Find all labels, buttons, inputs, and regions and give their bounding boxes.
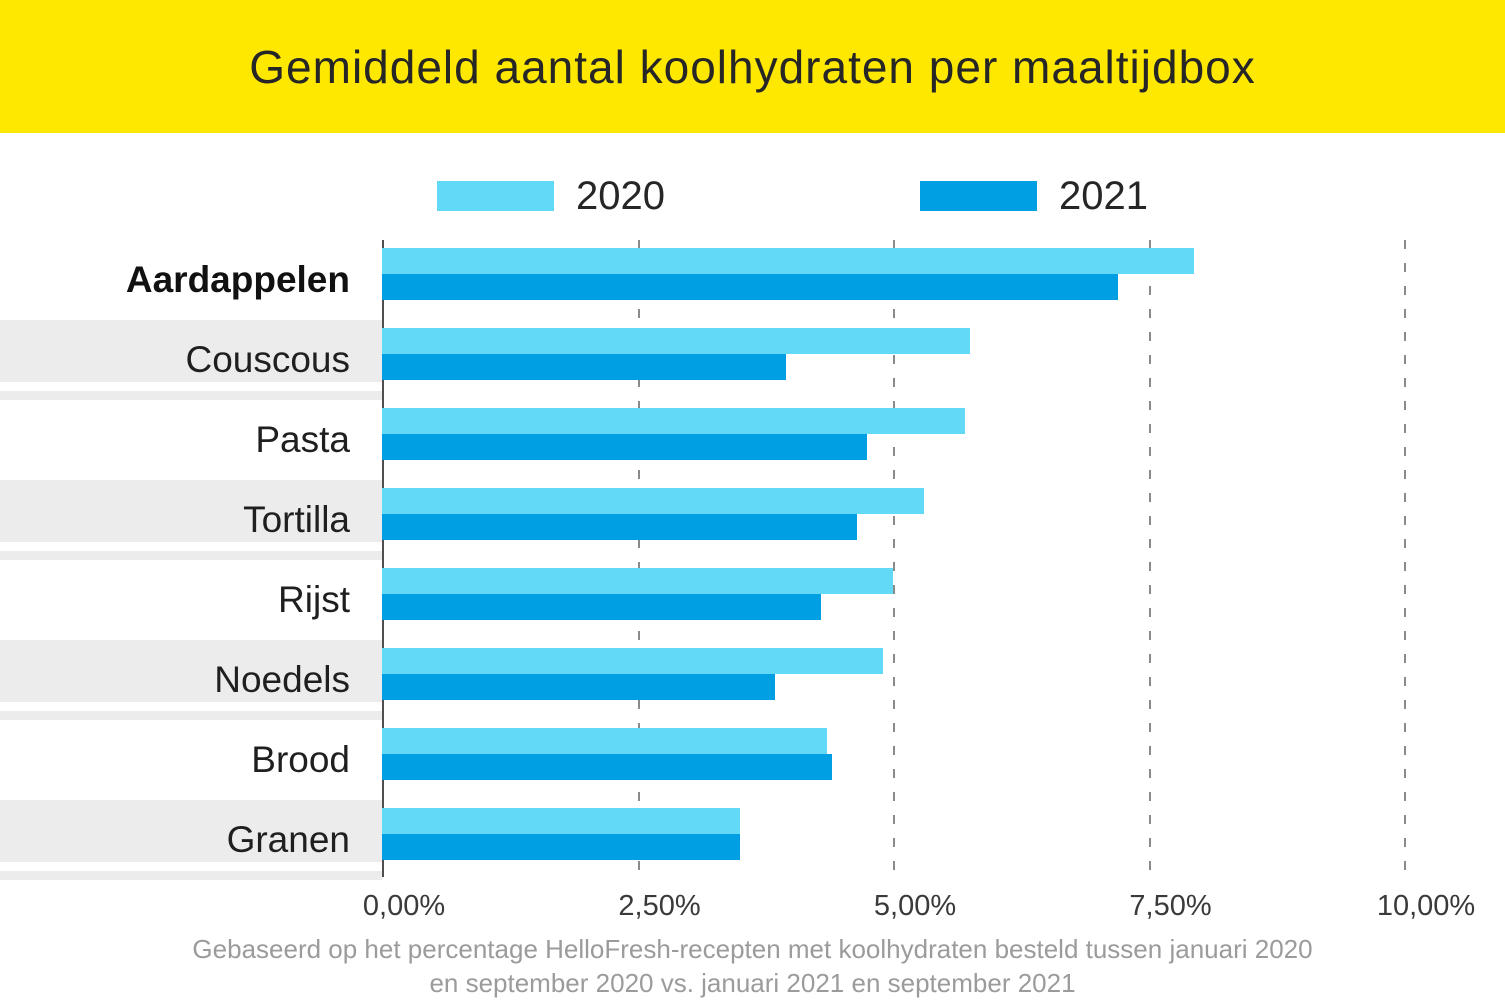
- gridline-5: [893, 240, 895, 884]
- bar-2020-noedels: [382, 648, 883, 674]
- footer-line-1: Gebaseerd op het percentage HelloFresh-r…: [192, 934, 1313, 964]
- footer-line-2: en september 2020 vs. januari 2021 en se…: [429, 968, 1076, 998]
- chart-row-aardappelen: Aardappelen: [0, 240, 1505, 320]
- category-label: Rijst: [278, 579, 350, 620]
- category-label: Aardappelen: [125, 259, 350, 300]
- legend-item-2021: 2021: [920, 174, 1148, 219]
- bar-2020-aardappelen: [382, 248, 1195, 274]
- bar-2020-rijst: [382, 568, 893, 594]
- chart-title: Gemiddeld aantal koolhydraten per maalti…: [249, 40, 1256, 93]
- category-label: Pasta: [255, 419, 350, 460]
- legend-label-2020: 2020: [576, 173, 665, 218]
- plot-area: [382, 320, 1505, 400]
- legend-swatch-2020: [437, 181, 555, 211]
- legend-swatch-2021: [920, 181, 1037, 211]
- chart-row-couscous: Couscous: [0, 320, 1505, 400]
- category-label: Noedels: [0, 640, 382, 720]
- plot-area: [382, 800, 1505, 880]
- gridline-7.5: [1148, 240, 1151, 884]
- category-label: Couscous: [0, 320, 382, 400]
- plot-area: [382, 400, 1505, 480]
- plot-area: [382, 720, 1505, 800]
- chart-row-granen: Granen: [0, 800, 1505, 880]
- legend: 2020 2021: [40, 174, 1505, 218]
- x-tick-label-0: 0,00%: [362, 890, 446, 922]
- x-tick-label-10: 10,00%: [1376, 890, 1476, 922]
- gridline-10: [1404, 240, 1406, 884]
- bar-2020-pasta: [382, 408, 965, 434]
- x-tick-label-5: 5,00%: [873, 890, 957, 922]
- bar-2020-granen: [382, 808, 740, 834]
- bar-2021-pasta: [382, 434, 868, 460]
- plot-area: [382, 640, 1505, 720]
- chart-row-brood: Brood: [0, 720, 1505, 800]
- category-label: Brood: [251, 739, 350, 780]
- footer-note: Gebaseerd op het percentage HelloFresh-r…: [0, 932, 1505, 1000]
- category-label: Granen: [0, 800, 382, 880]
- chart-row-tortilla: Tortilla: [0, 480, 1505, 560]
- plot-area: [382, 560, 1505, 640]
- bar-2021-aardappelen: [382, 274, 1118, 300]
- chart-row-noedels: Noedels: [0, 640, 1505, 720]
- legend-label-2021: 2021: [1059, 173, 1148, 218]
- chart-row-pasta: Pasta: [0, 400, 1505, 480]
- x-tick-label-7.5: 7,50%: [1129, 890, 1212, 922]
- bar-2021-brood: [382, 754, 832, 780]
- plot-area: [382, 240, 1505, 320]
- bar-2020-couscous: [382, 328, 970, 354]
- chart-rows: Aardappelen Couscous Pasta Tortilla Rijst Noe…: [0, 240, 1505, 880]
- gridline-0: [382, 240, 384, 877]
- bar-2020-tortilla: [382, 488, 924, 514]
- bar-2021-noedels: [382, 674, 776, 700]
- title-banner: Gemiddeld aantal koolhydraten per maalti…: [0, 0, 1505, 133]
- plot-area: [382, 480, 1505, 560]
- bar-2021-granen: [382, 834, 740, 860]
- chart-row-rijst: Rijst: [0, 560, 1505, 640]
- bar-2021-couscous: [382, 354, 786, 380]
- bar-chart: Aardappelen Couscous Pasta Tortilla Rijst Noe…: [0, 240, 1505, 940]
- bar-2020-brood: [382, 728, 827, 754]
- legend-item-2020: 2020: [437, 174, 665, 219]
- category-label: Tortilla: [0, 480, 382, 560]
- gridline-2.5: [637, 240, 640, 884]
- bar-2021-rijst: [382, 594, 822, 620]
- bar-2021-tortilla: [382, 514, 858, 540]
- x-tick-label-2.5: 2,50%: [618, 890, 701, 922]
